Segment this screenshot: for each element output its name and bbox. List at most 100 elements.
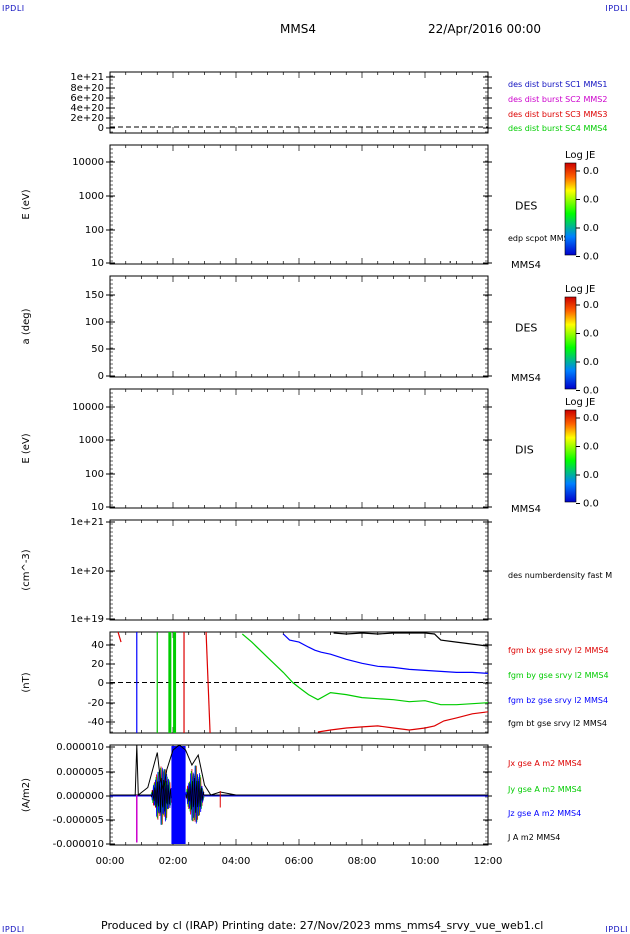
des-energy-ytick-label: 10 — [91, 258, 104, 269]
current-density-ylabel: (A/m2) — [21, 778, 32, 812]
corner-label-top-right: IPDLI — [605, 4, 628, 13]
density-legend-entry: des numberdensity fast M — [508, 571, 612, 580]
des-energy-spacecraft-label: MMS4 — [511, 260, 541, 271]
dis-energy-colorbar-title: Log JE — [565, 397, 595, 408]
des-pitch-colorbar-tick-label: 0.0 — [583, 386, 599, 397]
current-density-legend-entry: Jy gse A m2 MMS4 — [507, 785, 582, 794]
dis-energy-ytick-label: 10000 — [72, 402, 104, 413]
current-density-ytick-label: 0.000005 — [56, 767, 104, 778]
fgm-series-line — [241, 633, 489, 706]
dis-energy-colorbar — [564, 409, 577, 503]
xtick-label: 04:00 — [222, 856, 251, 867]
xtick-label: 10:00 — [411, 856, 440, 867]
des-pitch-frame — [109, 275, 489, 378]
fgm-b-ylabel: (nT) — [21, 672, 32, 692]
spacecraft-title: MMS4 — [280, 22, 316, 36]
des-dist-burst-legend-entry: des dist burst SC3 MMS3 — [508, 110, 607, 119]
des-energy-colorbar-tick-label: 0.0 — [583, 252, 599, 263]
dis-energy-colorbar-tick-label: 0.0 — [583, 470, 599, 481]
des-dist-burst-legend-entry: des dist burst SC1 MMS1 — [508, 80, 607, 89]
dis-energy-spacecraft-label: MMS4 — [511, 504, 541, 515]
fgm-spike — [205, 631, 211, 734]
fgm-b-ytick-label: -20 — [88, 698, 104, 709]
current-density-ytick-label: 0.000010 — [56, 742, 104, 753]
dis-energy-ytick-label: 10 — [91, 502, 104, 513]
des-pitch-colorbar-tick-label: 0.0 — [583, 357, 599, 368]
corner-label-bottom-right: IPDLI — [605, 925, 628, 934]
des-dist-burst-ytick-label: 8e+20 — [70, 83, 104, 94]
current-magnitude-line — [110, 744, 488, 797]
des-energy-colorbar-tick-label: 0.0 — [583, 166, 599, 177]
des-pitch-panel-label: DES — [515, 322, 537, 335]
xtick-label: 02:00 — [159, 856, 188, 867]
dis-energy-ylabel: E (eV) — [21, 433, 32, 463]
dis-energy-colorbar-tick-label: 0.0 — [583, 413, 599, 424]
des-pitch-ytick-label: 100 — [85, 317, 104, 328]
des-pitch-ytick-label: 0 — [98, 371, 104, 382]
dis-energy-panel-label: DIS — [515, 444, 534, 457]
current-density-legend-entry: Jx gse A m2 MMS4 — [507, 759, 582, 768]
des-dist-burst-ytick-label: 4e+20 — [70, 103, 104, 114]
fgm-b-legend-entry: fgm bt gse srvy l2 MMS4 — [508, 719, 607, 728]
des-pitch-colorbar — [564, 296, 577, 390]
density-frame — [109, 519, 489, 621]
des-energy-frame — [109, 144, 489, 265]
des-energy-panel-label: DES — [515, 200, 537, 213]
des-energy-colorbar — [564, 162, 577, 256]
fgm-b-legend-entry: fgm by gse srvy l2 MMS4 — [508, 671, 609, 680]
density-ylabel: (cm^-3) — [21, 549, 32, 590]
des-dist-burst-ytick-label: 0 — [98, 123, 104, 134]
fgm-series-line — [282, 633, 489, 674]
corner-label-bottom-left: IPDLI — [2, 925, 25, 934]
des-energy-ylabel: E (eV) — [21, 189, 32, 219]
fgm-spike — [117, 631, 122, 643]
dis-energy-ytick-label: 100 — [85, 469, 104, 480]
current-density-legend-entry: Jz gse A m2 MMS4 — [507, 809, 581, 818]
des-pitch-ytick-label: 150 — [85, 290, 104, 301]
current-density-ytick-label: 0.000000 — [56, 791, 104, 802]
fgm-b-ytick-label: 40 — [91, 640, 104, 651]
des-energy-colorbar-title: Log JE — [565, 150, 595, 161]
des-pitch-ylabel: a (deg) — [21, 308, 32, 344]
dis-energy-colorbar-tick-label: 0.0 — [583, 442, 599, 453]
des-pitch-spacecraft-label: MMS4 — [511, 373, 541, 384]
fgm-series-line — [317, 711, 489, 733]
xtick-label: 12:00 — [474, 856, 503, 867]
des-energy-ytick-label: 100 — [85, 225, 104, 236]
des-dist-burst-ytick-label: 1e+21 — [70, 72, 104, 83]
des-energy-colorbar-tick-label: 0.0 — [583, 223, 599, 234]
fgm-b-ytick-label: 20 — [91, 659, 104, 670]
des-dist-burst-ytick-label: 6e+20 — [70, 93, 104, 104]
fgm-b-ytick-label: 0 — [98, 678, 104, 689]
corner-label-top-left: IPDLI — [2, 4, 25, 13]
current-burst-line — [150, 777, 173, 813]
footer-credit: Produced by cl (IRAP) Printing date: 27/… — [101, 919, 544, 932]
fgm-series-line — [333, 632, 489, 647]
des-energy-ytick-label: 10000 — [72, 157, 104, 168]
des-dist-burst-frame — [109, 71, 489, 134]
xtick-label: 08:00 — [348, 856, 377, 867]
current-density-legend-entry: J A m2 MMS4 — [507, 833, 560, 842]
current-burst-line — [185, 777, 205, 813]
fgm-b-legend-entry: fgm bx gse srvy l2 MMS4 — [508, 646, 609, 655]
des-dist-burst-ytick-label: 2e+20 — [70, 113, 104, 124]
current-density-ytick-label: -0.000010 — [53, 839, 104, 850]
des-pitch-ytick-label: 50 — [91, 344, 104, 355]
density-ytick-label: 1e+21 — [70, 517, 104, 528]
des-dist-burst-legend-entry: des dist burst SC4 MMS4 — [508, 124, 607, 133]
current-jz-block — [171, 746, 186, 844]
des-pitch-colorbar-tick-label: 0.0 — [583, 300, 599, 311]
date-title: 22/Apr/2016 00:00 — [428, 22, 542, 36]
fgm-b-ytick-label: -40 — [88, 717, 104, 728]
density-ytick-label: 1e+20 — [70, 566, 104, 577]
des-energy-colorbar-tick-label: 0.0 — [583, 195, 599, 206]
density-ytick-label: 1e+19 — [70, 614, 104, 625]
des-pitch-colorbar-tick-label: 0.0 — [583, 329, 599, 340]
des-dist-burst-legend-entry: des dist burst SC2 MMS2 — [508, 95, 607, 104]
des-pitch-colorbar-title: Log JE — [565, 284, 595, 295]
xtick-label: 00:00 — [96, 856, 125, 867]
fgm-b-legend-entry: fgm bz gse srvy l2 MMS4 — [508, 696, 608, 705]
xtick-label: 06:00 — [285, 856, 314, 867]
